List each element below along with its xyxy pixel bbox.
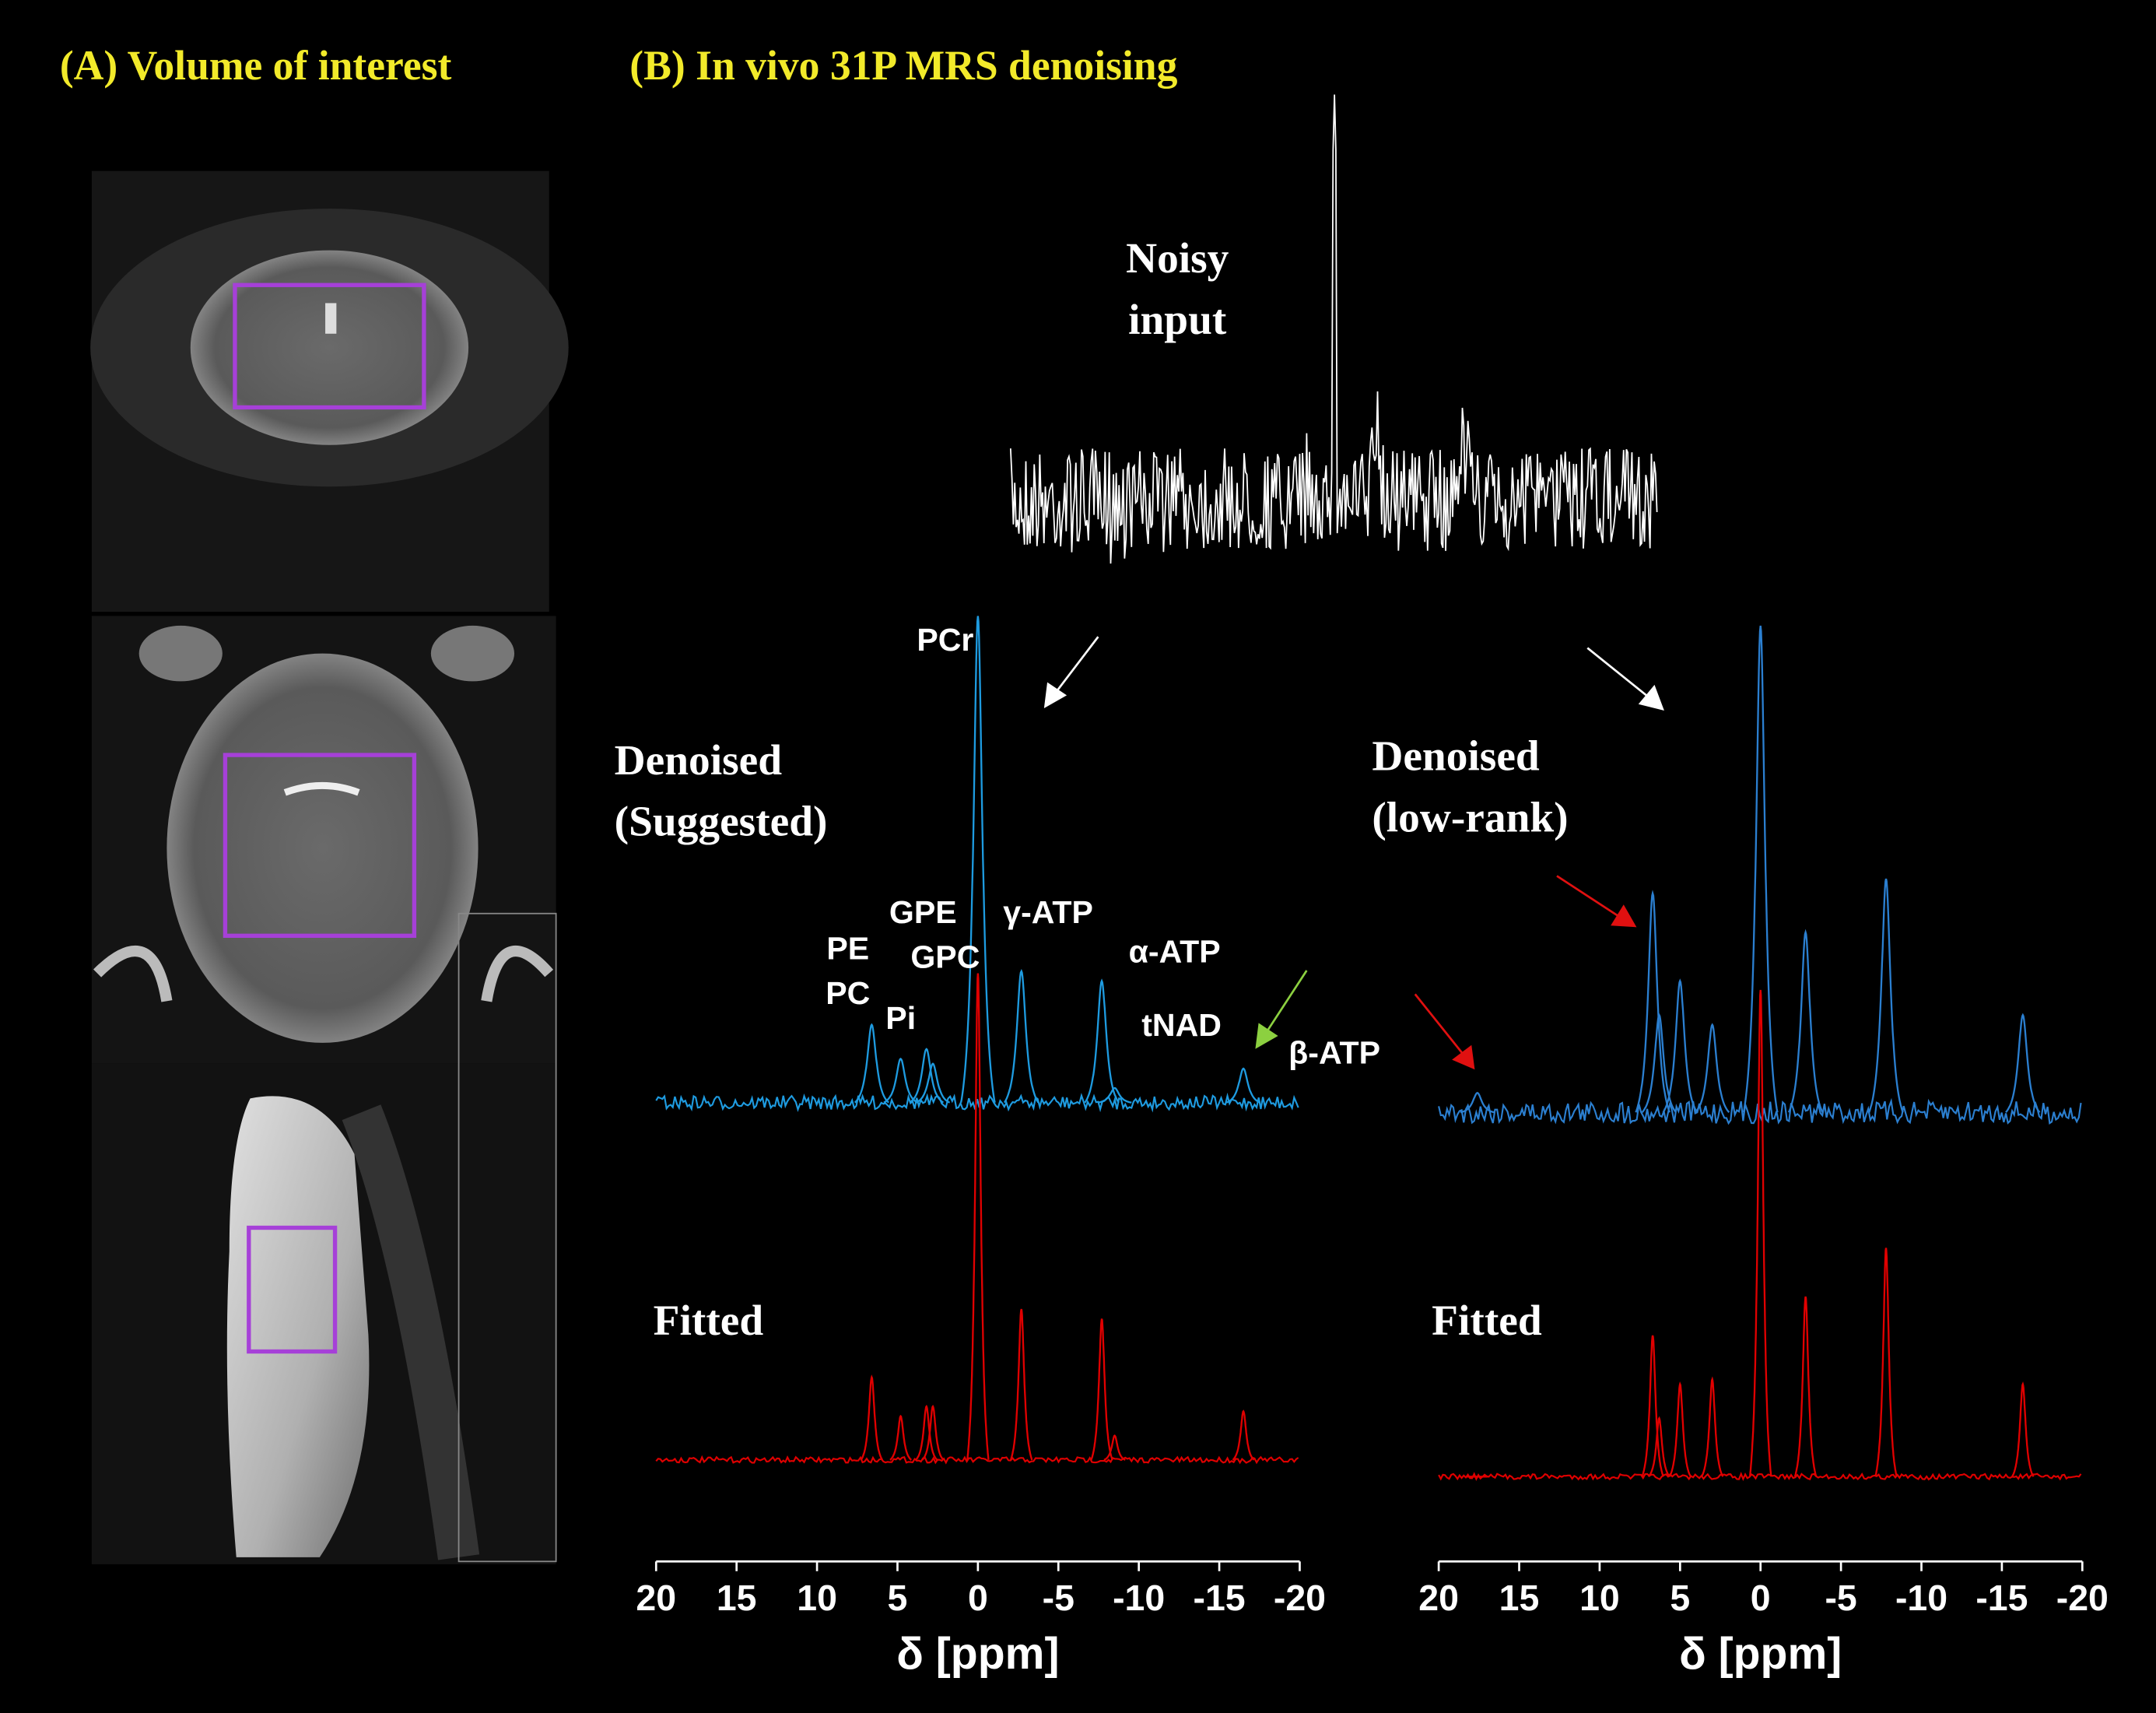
spectrum-peak [854,1023,889,1104]
spectrum-peak [860,1374,883,1461]
x-axis-label: δ [ppm] [896,1629,1059,1679]
spectrum-peak [883,1057,918,1104]
spectrum-peak [2005,1013,2041,1113]
noisy-spectrum [1009,94,1658,564]
noisy-label: input [1128,296,1227,343]
arrows [1043,636,1664,711]
peak-label: tNAD [1141,1007,1222,1043]
spectrum-peak [1874,1248,1898,1477]
x-tick-label: 20 [636,1578,676,1618]
spectrum-baseline [1438,1472,2082,1482]
mri-axial [90,170,569,613]
spectrum-peak [1787,928,1824,1113]
spectrum-peak [915,1062,951,1104]
mri-coronal [91,616,556,1064]
x-tick-label: 15 [717,1578,757,1618]
x-tick-label: -20 [1274,1578,1326,1618]
x-tick-label: 5 [1670,1578,1690,1618]
spectrum-peak [1647,1416,1671,1478]
spectrum-peak [1700,1376,1724,1477]
series-label: Denoised [1372,732,1540,780]
spectrum-peak [959,616,996,1103]
peak-label: GPC [910,939,980,974]
spectrum-peak [915,1404,938,1461]
spectrum-peak [1225,1067,1261,1104]
x-tick-label: -20 [2056,1578,2109,1618]
series-label: Denoised [615,736,783,784]
peak-label: α-ATP [1129,933,1221,969]
spectrum-peak [909,1048,945,1104]
peak-label: PE [826,931,869,967]
spectrum-peak [966,973,990,1460]
spectrum-peak [1695,1023,1730,1114]
spectrum-peak [1103,1434,1126,1461]
peak-label: β-ATP [1288,1035,1380,1071]
spectrum-baseline [655,1092,1299,1113]
peak-label: Pi [885,1000,916,1036]
x-axis-label: δ [ppm] [1679,1629,1842,1679]
spectrum-peak [1097,1086,1132,1104]
series-label: (low-rank) [1372,793,1568,841]
spectrum-peak [2011,1381,2035,1477]
red-arrows [1414,875,1637,1070]
x-tick-label: -5 [1825,1578,1856,1618]
x-tick-label: 10 [797,1578,837,1618]
peak-label: PCr [917,622,973,658]
spectrum-peak [1748,989,1772,1477]
title-a: (A) Volume of interest [60,42,452,89]
spectrum-peak [1668,1381,1692,1477]
peak-label: PC [826,975,870,1011]
title-b: (B) In vivo 31P MRS denoising [629,42,1177,89]
spectrum-peak [1460,1091,1495,1114]
spectrum-peak [1793,1296,1818,1477]
x-tick-label: 5 [888,1578,908,1618]
spectrum-peak [1742,625,1779,1113]
spectrum-peak [889,1414,912,1461]
spectrum-peak [1232,1409,1255,1461]
x-tick-label: -5 [1043,1578,1074,1618]
series-label: Fitted [654,1297,764,1344]
x-tick-label: 15 [1499,1578,1540,1618]
x-tick-label: 10 [1579,1578,1620,1618]
x-tick-label: 0 [1751,1578,1771,1618]
peak-label: γ-ATP [1003,894,1093,930]
spectrum-baseline [655,1455,1299,1465]
spectrum-baseline [1438,1097,2082,1125]
spectrum-peak [1635,890,1670,1113]
spectrum-peak [1641,1013,1677,1113]
x-tick-label: -15 [1975,1578,2028,1618]
peak-label: GPE [889,894,957,930]
spectrum-peak [1003,969,1039,1104]
mri-sagittal [91,912,557,1564]
spectrum-peak [1009,1308,1033,1461]
x-tick-label: 20 [1418,1578,1459,1618]
noisy-label: Noisy [1126,234,1229,282]
spectrum-peak [921,1404,945,1461]
series-label: Fitted [1432,1297,1542,1344]
x-tick-label: -10 [1113,1578,1165,1618]
spectrum-peak [1641,1335,1664,1477]
series-label: (Suggested) [615,798,828,845]
x-tick-label: 0 [968,1578,988,1618]
spectrum-peak [1868,878,1904,1113]
x-tick-label: -10 [1895,1578,1947,1618]
green-arrow [1255,970,1308,1049]
spectrum-peak [1662,978,1699,1113]
spectrum-peak [1090,1318,1113,1461]
x-tick-label: -15 [1193,1578,1245,1618]
